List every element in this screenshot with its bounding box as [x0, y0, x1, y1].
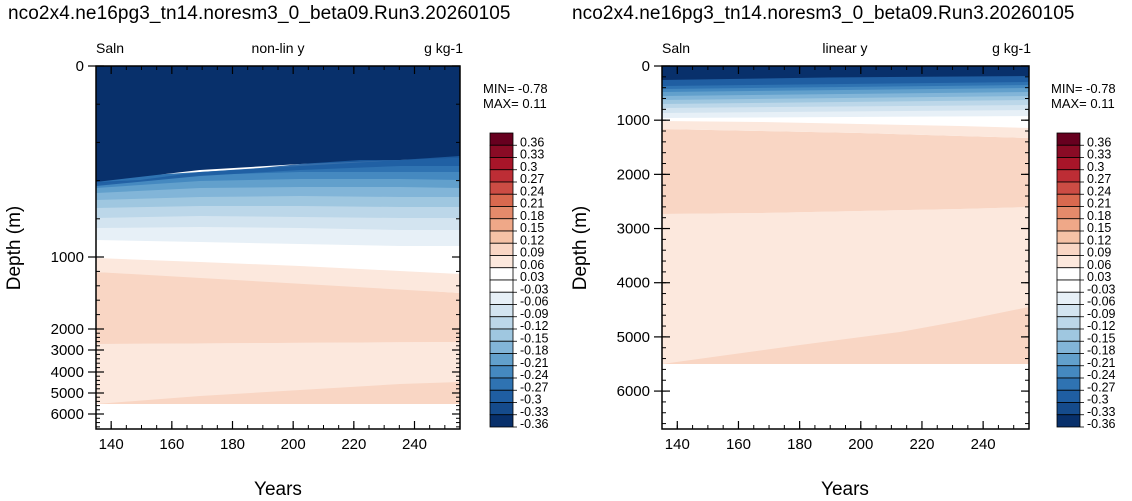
y-tick-label: 0	[76, 58, 84, 75]
y-tick-label: 3000	[51, 342, 84, 359]
colorbar-swatch	[490, 231, 513, 243]
colorbar-swatch	[490, 207, 513, 219]
y-tick-label: 2000	[617, 166, 650, 183]
colorbar-swatch	[1057, 145, 1080, 157]
y-tick-label: 6000	[617, 383, 650, 400]
colorbar-swatch	[490, 158, 513, 170]
y-tick-label: 1000	[617, 112, 650, 129]
colorbar-swatch	[1057, 219, 1080, 231]
y-tick-label: 4000	[51, 364, 84, 381]
colorbar-swatch	[490, 194, 513, 206]
x-tick-label: 240	[971, 436, 996, 453]
y-tick-label: 6000	[51, 406, 84, 423]
panel-2-ylabel: Depth (m)	[570, 206, 591, 290]
colorbar-swatch	[1057, 366, 1080, 378]
colorbar-swatch	[490, 170, 513, 182]
colorbar-swatch	[490, 378, 513, 390]
colorbar-swatch	[490, 280, 513, 292]
colorbar-swatch	[1057, 390, 1080, 402]
y-tick-label: 1000	[51, 249, 84, 266]
colorbar-swatch	[1057, 231, 1080, 243]
panel-2: 140 160 180 200 220 240 0 1000 2000 3000 4000 5000 6…	[570, 40, 1116, 500]
panel-1-contour-field	[96, 66, 460, 429]
colorbar-swatch	[490, 182, 513, 194]
x-tick-label: 200	[281, 436, 306, 453]
colorbar-swatch	[490, 256, 513, 268]
panel-2-max: MAX= 0.11	[1051, 96, 1115, 111]
panel-2-colorbar: 0.360.330.30.270.240.210.180.150.120.090…	[1057, 133, 1116, 431]
band-pink-mid	[662, 129, 1029, 214]
panel-2-scale-label: linear y	[822, 40, 867, 56]
panel-2-min: MIN= -0.78	[1051, 81, 1116, 96]
y-tick-label: 5000	[51, 385, 84, 402]
colorbar-level-label: -0.36	[520, 417, 549, 431]
colorbar-swatch	[1057, 305, 1080, 317]
panel-1-scale-label: non-lin y	[252, 40, 305, 56]
colorbar-swatch	[1057, 403, 1080, 415]
colorbar-swatch	[490, 354, 513, 366]
x-tick-label: 240	[402, 436, 427, 453]
colorbar-swatch	[490, 415, 513, 427]
panel-1-xlabel: Years	[254, 479, 302, 500]
colorbar-swatch	[490, 403, 513, 415]
colorbar-swatch	[1057, 194, 1080, 206]
colorbar-swatch	[1057, 256, 1080, 268]
panel-1-units-label: g kg-1	[424, 40, 463, 56]
colorbar-swatch	[490, 292, 513, 304]
y-tick-label: 5000	[617, 329, 650, 346]
colorbar-swatch	[490, 329, 513, 341]
x-tick-label: 180	[787, 436, 812, 453]
x-tick-label: 140	[99, 436, 124, 453]
panel-1-max: MAX= 0.11	[483, 96, 547, 111]
colorbar-swatch	[1057, 182, 1080, 194]
colorbar-swatch	[490, 145, 513, 157]
colorbar-swatch	[490, 317, 513, 329]
colorbar-swatch	[490, 133, 513, 145]
colorbar-swatch	[490, 243, 513, 255]
colorbar-swatch	[1057, 354, 1080, 366]
x-tick-label: 160	[726, 436, 751, 453]
y-tick-label: 2000	[51, 321, 84, 338]
colorbar-swatch	[1057, 378, 1080, 390]
colorbar-swatch	[1057, 268, 1080, 280]
colorbar-swatch	[490, 341, 513, 353]
panel-2-xlabel: Years	[821, 479, 869, 500]
x-tick-label: 160	[159, 436, 184, 453]
colorbar-swatch	[1057, 207, 1080, 219]
panel-2-variable-label: Saln	[662, 40, 690, 56]
colorbar-swatch	[1057, 280, 1080, 292]
panel-2-units-label: g kg-1	[992, 40, 1031, 56]
colorbar-swatch	[1057, 329, 1080, 341]
colorbar-swatch	[490, 390, 513, 402]
panel-1-min: MIN= -0.78	[483, 81, 548, 96]
colorbar-swatch	[490, 219, 513, 231]
panel-1-variable-label: Saln	[96, 40, 124, 56]
panel-1-ylabel: Depth (m)	[4, 206, 25, 290]
x-tick-label: 180	[220, 436, 245, 453]
y-tick-label: 3000	[617, 221, 650, 238]
y-tick-label: 4000	[617, 275, 650, 292]
colorbar-swatch	[1057, 341, 1080, 353]
colorbar-swatch	[1057, 158, 1080, 170]
panel-1-colorbar: 0.360.330.30.270.240.210.180.150.120.090…	[490, 133, 549, 431]
y-tick-label: 0	[642, 58, 650, 75]
colorbar-swatch	[1057, 317, 1080, 329]
x-tick-label: 220	[341, 436, 366, 453]
colorbar-swatch	[1057, 170, 1080, 182]
panel-2-contour-field	[662, 66, 1029, 429]
colorbar-swatch	[1057, 243, 1080, 255]
colorbar-swatch	[1057, 133, 1080, 145]
colorbar-swatch	[490, 268, 513, 280]
colorbar-swatch	[1057, 415, 1080, 427]
x-tick-label: 220	[909, 436, 934, 453]
colorbar-swatch	[490, 366, 513, 378]
colorbar-level-label: -0.36	[1087, 417, 1116, 431]
colorbar-swatch	[1057, 292, 1080, 304]
x-tick-label: 200	[848, 436, 873, 453]
x-tick-label: 140	[665, 436, 690, 453]
panel-1: 140 160 180 200 220 240 0 1000 2000 3000 4000 5000 6…	[4, 40, 549, 500]
colorbar-swatch	[490, 305, 513, 317]
